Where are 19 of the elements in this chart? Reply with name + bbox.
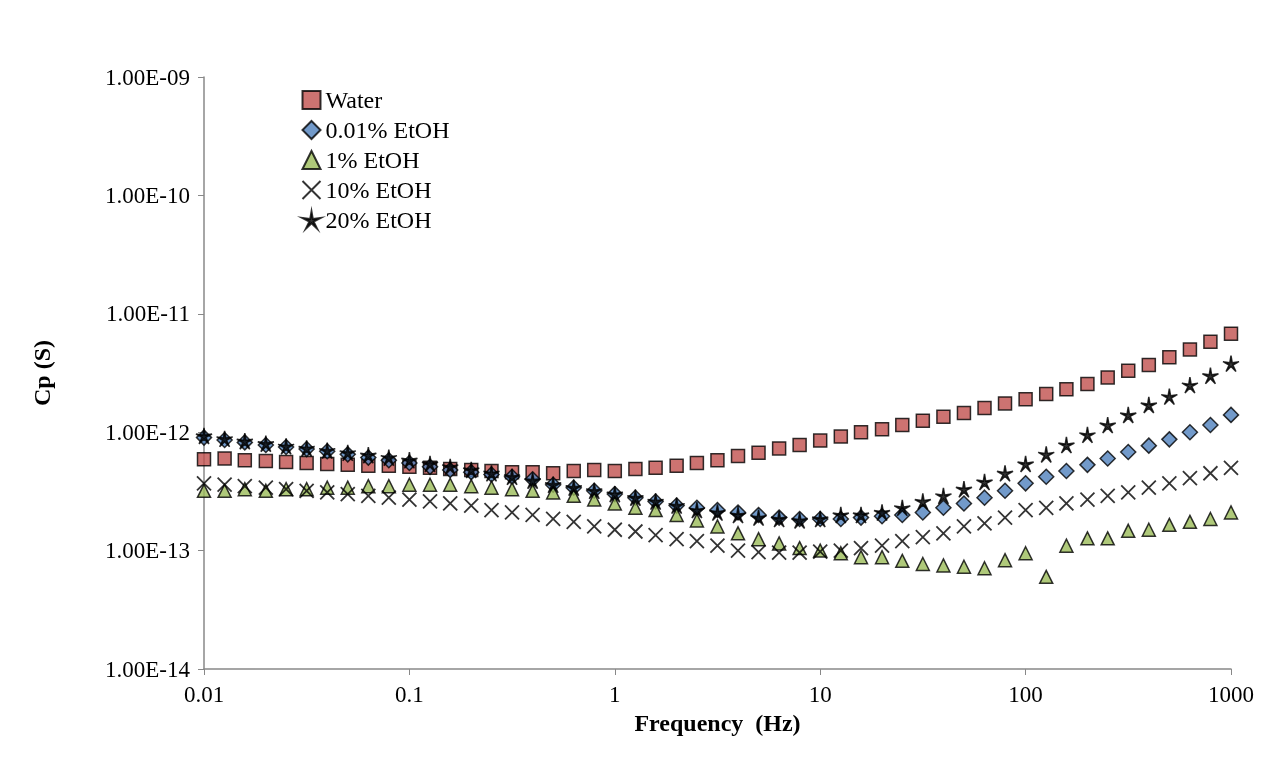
y-tick-label: 1.00E-13 bbox=[105, 538, 190, 564]
y-tick-label: 1.00E-10 bbox=[105, 182, 190, 208]
legend-label: 20% EtOH bbox=[325, 207, 432, 233]
x-tick-label: 100 bbox=[1008, 682, 1043, 707]
y-tick-label: 1.00E-14 bbox=[105, 656, 191, 682]
y-tick-label: 1.00E-12 bbox=[105, 419, 190, 445]
x-tick-label: 10 bbox=[808, 682, 832, 707]
y-axis-title: Cp (S) bbox=[29, 339, 55, 407]
y-tick-label: 1.00E-11 bbox=[105, 301, 190, 327]
x-tick-label: 1000 bbox=[1208, 682, 1254, 707]
x-axis-title: Frequency (Hz) bbox=[634, 710, 801, 736]
legend-label: 1% EtOH bbox=[325, 147, 420, 173]
legend-label: 0.01% EtOH bbox=[325, 117, 450, 143]
y-tick-label: 1.00E-09 bbox=[105, 64, 190, 90]
legend-label: Water bbox=[325, 87, 383, 113]
x-tick-label: 1 bbox=[609, 682, 621, 707]
x-tick-label: 0.1 bbox=[395, 682, 424, 707]
x-tick-label: 0.01 bbox=[183, 682, 225, 707]
legend-label: 10% EtOH bbox=[325, 177, 432, 203]
